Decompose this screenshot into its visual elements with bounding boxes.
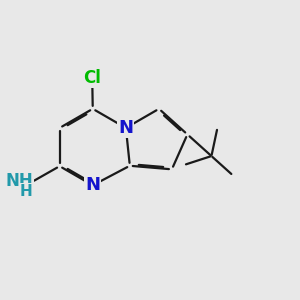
Text: H: H xyxy=(20,184,33,199)
Text: N: N xyxy=(118,119,134,137)
Text: N: N xyxy=(85,176,100,194)
Text: NH: NH xyxy=(5,172,33,190)
Text: Cl: Cl xyxy=(83,69,101,87)
